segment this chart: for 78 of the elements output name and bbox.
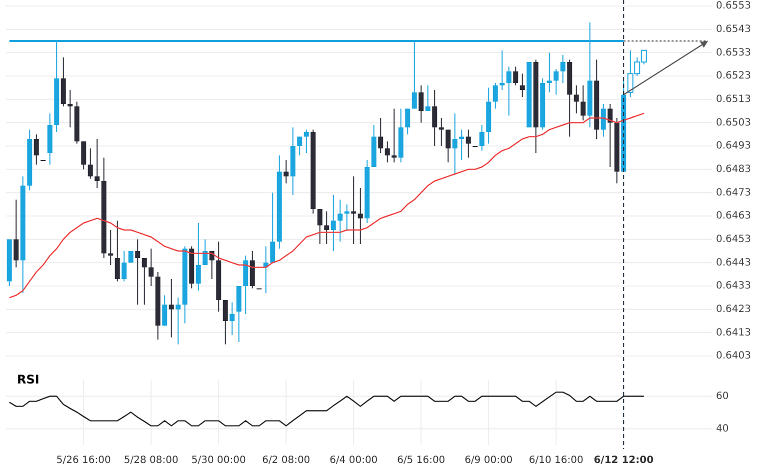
candlestick — [466, 129, 471, 158]
y-tick-label: 0.6553 — [716, 0, 751, 12]
candlestick — [135, 238, 140, 306]
candlestick — [324, 210, 330, 244]
candlestick — [338, 199, 343, 242]
candlestick — [432, 90, 438, 146]
candlestick — [230, 302, 235, 336]
candlestick — [196, 222, 201, 292]
x-tick-label: 6/10 16:00 — [528, 455, 584, 466]
y-tick-label: 0.6423 — [716, 304, 751, 316]
candlestick — [68, 90, 73, 128]
candlestick — [14, 199, 19, 268]
candlestick — [546, 52, 552, 93]
y-tick-label: 0.6543 — [716, 24, 751, 36]
chart-title: RSI — [17, 372, 40, 386]
candlestick — [574, 84, 579, 114]
candlestick — [304, 129, 309, 154]
y-tick-label: 0.6433 — [716, 280, 751, 292]
candlestick — [81, 140, 86, 170]
x-tick-label: 6/4 00:00 — [330, 455, 378, 466]
candlestick — [513, 66, 518, 86]
candlestick — [176, 297, 181, 345]
candlestick — [330, 194, 336, 252]
candlestick — [520, 73, 525, 98]
candlestick — [608, 104, 613, 168]
candlestick — [600, 104, 606, 138]
y-tick-label: 0.6493 — [716, 140, 751, 152]
y-tick-label: 0.6473 — [716, 187, 751, 198]
candlestick — [148, 248, 154, 286]
x-tick-label: 6/9 00:00 — [464, 455, 513, 466]
candlestick — [446, 129, 451, 163]
candlestick — [94, 138, 100, 188]
candlestick — [479, 124, 484, 152]
x-tick-label: 5/28 08:00 — [124, 455, 178, 466]
candlestick — [500, 50, 505, 90]
candlestick — [222, 300, 228, 345]
y-tick-label: 40 — [716, 423, 729, 434]
candlestick — [284, 160, 289, 184]
candlestick — [88, 148, 93, 180]
candlestick — [506, 66, 512, 116]
y-tick-label: 0.6533 — [716, 47, 751, 58]
candlestick — [162, 294, 168, 326]
x-tick-label: 6/2 08:00 — [262, 455, 310, 466]
y-tick-label: 0.6463 — [716, 210, 751, 222]
candlestick — [122, 250, 127, 282]
y-tick-label: 0.6443 — [716, 257, 751, 268]
candlestick — [378, 118, 384, 154]
candlestick — [554, 68, 559, 96]
candlestick — [317, 208, 322, 244]
candlestick — [270, 192, 276, 264]
candlestick — [492, 82, 498, 110]
candlestick — [142, 258, 147, 306]
x-tick-label: 5/30 00:00 — [191, 455, 246, 466]
y-tick-label: 0.6403 — [716, 350, 751, 362]
x-tick-label: 6/5 16:00 — [397, 455, 446, 466]
candlestick — [418, 84, 424, 124]
candlestick — [297, 136, 302, 156]
candlestick — [114, 220, 120, 282]
y-tick-label: 0.6523 — [716, 70, 751, 82]
y-tick-label: 0.6413 — [716, 327, 751, 338]
candlestick — [425, 84, 430, 112]
candlestick — [560, 54, 566, 84]
y-tick-label: 0.6483 — [716, 164, 751, 176]
candlestick — [580, 84, 586, 121]
candlestick — [459, 129, 464, 160]
x-tick-label: 6/12 12:00 — [594, 455, 654, 466]
line-series — [8, 392, 644, 426]
y-tick-label: 0.6453 — [716, 234, 751, 246]
candlestick — [384, 140, 390, 163]
y-tick-label: 60 — [716, 390, 729, 402]
candlestick — [168, 278, 174, 338]
y-tick-label: 0.6503 — [716, 117, 751, 128]
x-tick-label: 5/26 16:00 — [56, 455, 111, 466]
candlestick — [405, 108, 410, 135]
y-tick-label: 0.6513 — [716, 94, 751, 106]
candlestick — [34, 134, 39, 166]
candlestick — [452, 112, 458, 174]
candlestick — [358, 188, 363, 244]
